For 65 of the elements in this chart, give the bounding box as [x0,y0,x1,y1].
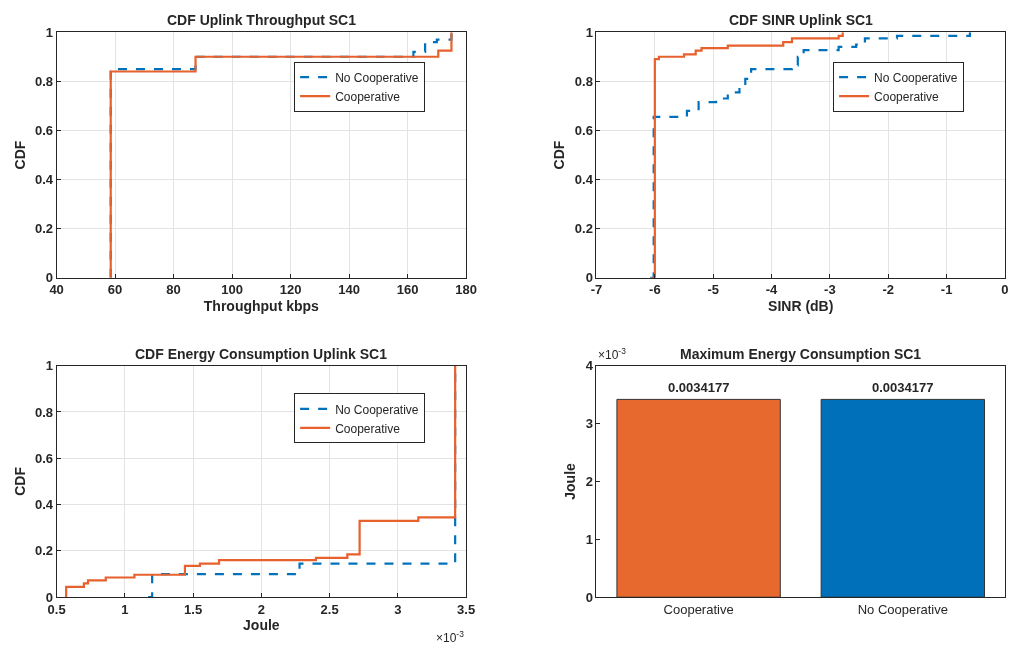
x-tick-label: 140 [338,282,360,298]
text: ×10$^{-3}$ [598,346,627,363]
y-tick-label: 1 [585,531,593,547]
x-tick-label: -4 [765,282,779,298]
x-tick-label: 0 [1001,282,1009,298]
y-axis-title: CDF [11,140,28,170]
x-tick-label: Cooperative [663,601,734,617]
x-tick-label: 3.5 [457,601,476,617]
x-tick-label: No Cooperative [857,601,948,617]
chart-title: CDF SINR Uplink SC1 [729,12,874,28]
x-axis-title: Throughput kbps [203,297,320,314]
y-tick-label: 1 [585,24,593,40]
x-tick-label: 80 [166,282,181,298]
x-tick-label: 3 [394,601,402,617]
x-tick-label: -6 [649,282,661,298]
chart-title: CDF Energy Consumption Uplink SC1 [135,346,388,362]
y-axis-title: CDF [11,466,28,496]
x-tick-label: 2.5 [320,601,339,617]
y-tick-label: 1 [45,358,54,374]
x-tick-label: -3 [824,282,836,298]
annotation: 0.0034177 [872,380,934,395]
x-tick-label: 1.5 [184,601,203,617]
chart-title: CDF Uplink Throughput SC1 [167,12,357,28]
y-tick-label: 0.4 [34,497,54,513]
x-tick-label: -1 [940,282,953,298]
y-tick-label: 0 [585,589,593,605]
text: ×10$^{-3}$ [436,629,465,646]
legend-label: No Cooperative [335,402,419,417]
x-tick-label: -5 [707,282,719,298]
x-axis-title: Joule [243,617,280,634]
x-tick-label: 180 [455,282,477,298]
x-tick-label: 120 [279,282,302,298]
x-axis-title: SINR (dB) [768,297,834,314]
y-tick-label: 3 [585,416,593,432]
annotation: 0.0034177 [668,380,730,395]
y-tick-label: 0.4 [34,172,54,188]
y-axis-title: CDF [551,140,568,170]
y-tick-label: 2 [585,473,593,489]
x-tick-label: 2 [257,601,265,617]
y-tick-label: 0.2 [34,543,54,559]
y-tick-label: 0.2 [574,221,593,237]
x-tick-label: 100 [221,282,243,298]
y-tick-label: 0.6 [34,122,54,138]
legend-label: Cooperative [874,89,940,104]
y-tick-label: 0.8 [574,73,593,89]
y-tick-label: 0.4 [574,172,594,188]
x-tick-label: 160 [396,282,419,298]
y-tick-label: 0.8 [34,404,54,420]
x-tick-label: -7 [590,282,603,298]
x-tick-label: 60 [107,282,123,298]
y-tick-label: 0 [585,270,593,286]
x-tick-label: 1 [121,601,129,617]
y-tick-label: 1 [45,24,54,40]
legend-label: No Cooperative [335,70,419,85]
y-tick-label: 0.2 [34,221,54,237]
legend-label: Cooperative [335,89,401,104]
y-tick-label: 0.8 [34,73,54,89]
legend-label: No Cooperative [874,70,958,85]
y-axis-title: Joule [562,462,579,500]
y-tick-label: 4 [585,358,594,374]
chart-title: Maximum Energy Consumption SC1 [680,346,922,362]
legend-label: Cooperative [335,421,401,436]
x-tick-label: -2 [882,282,895,298]
y-tick-label: 0.6 [34,450,54,466]
y-tick-label: 0.6 [574,122,593,138]
